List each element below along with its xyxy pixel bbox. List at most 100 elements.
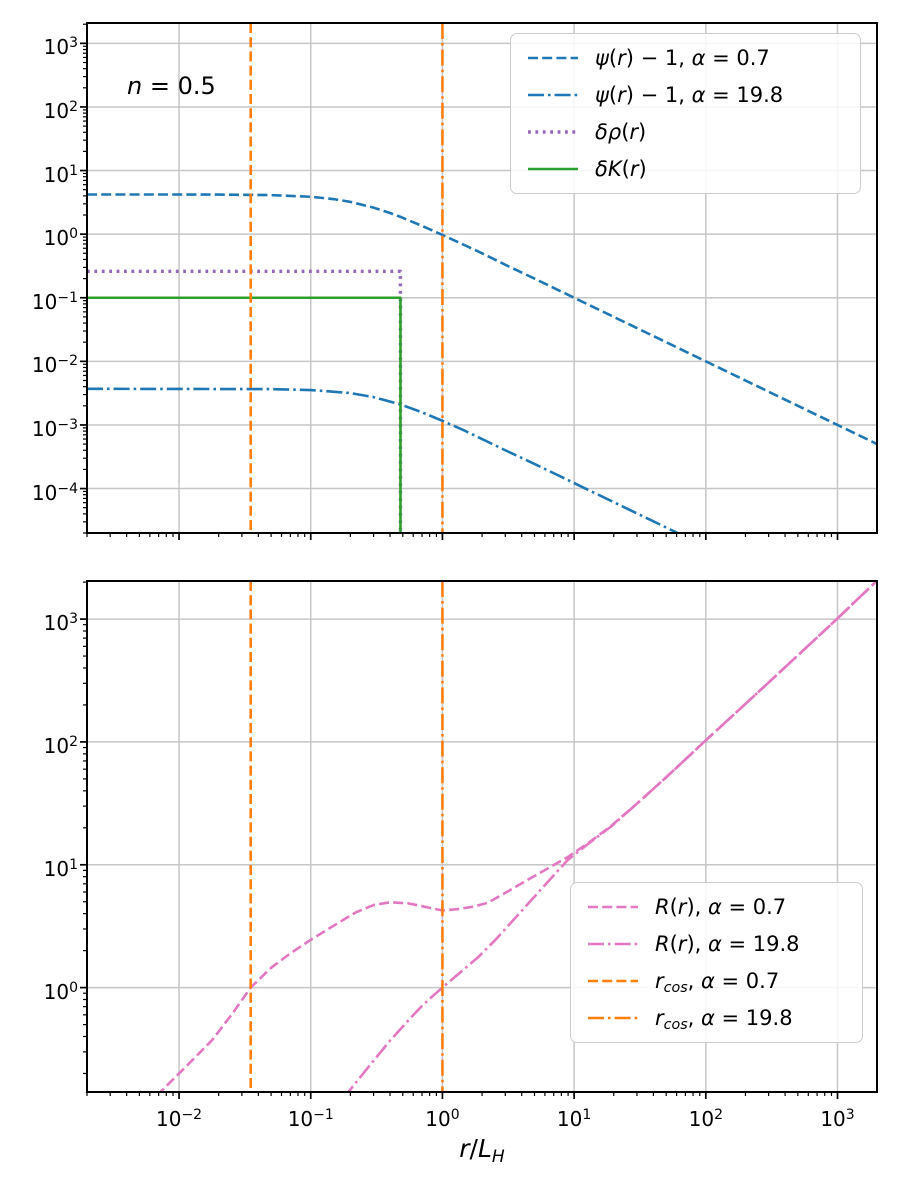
curves: [87, 193, 877, 533]
legend-label: ψ(r) − 1, α = 0.7: [595, 46, 770, 70]
top-y-tick-label: 10−2: [31, 353, 78, 378]
label-part: (: [621, 120, 630, 144]
legend-label: ψ(r) − 1, α = 19.8: [595, 83, 783, 107]
label-part: (: [669, 895, 678, 919]
label-part: = 0.7: [714, 969, 780, 993]
label-part: r: [459, 1134, 470, 1163]
legend-swatch-solid-line: [528, 167, 578, 171]
legend-label: R(r), α = 19.8: [655, 932, 800, 956]
label-part: H: [491, 1147, 505, 1168]
label-part: r: [677, 932, 687, 956]
top-y-tick-label: 10−1: [31, 289, 78, 314]
x-tick-label: 102: [688, 1107, 723, 1131]
top-y-tick-label: 101: [43, 162, 78, 187]
x-tick-label: 103: [820, 1107, 855, 1131]
legend-item: δK(r): [527, 157, 844, 181]
label-part: r: [677, 895, 687, 919]
label-part: (: [608, 46, 618, 70]
legend-item: ψ(r) − 1, α = 0.7: [527, 46, 844, 70]
gridlines: [87, 581, 877, 1092]
bottom-y-tick-label: 101: [43, 856, 78, 881]
x-tick-label: 100: [425, 1107, 460, 1131]
bottom-y-tick-label: 102: [43, 733, 78, 758]
label-part: r: [617, 83, 626, 107]
legend-label: δρ(r): [595, 120, 646, 144]
series-delta-rho-r-: [87, 269, 403, 533]
legend-swatch-dashed-line: [588, 979, 638, 983]
label-part: = 0.7: [705, 46, 770, 70]
x-tick-label: 10−1: [287, 1107, 334, 1131]
label-part: R: [655, 895, 670, 919]
tick-marks: [80, 581, 839, 1099]
legend-swatch-dashed-line: [588, 905, 638, 909]
annotation-n: n = 0.5: [127, 72, 216, 100]
label-part: r: [629, 157, 639, 181]
label-part: α: [691, 46, 706, 70]
label-part: cos: [663, 980, 688, 997]
label-part: r: [655, 1006, 664, 1030]
legend-item: δρ(r): [527, 120, 844, 144]
label-part: cos: [663, 1017, 688, 1034]
label-part: ) − 1,: [625, 83, 692, 107]
legend-item: R(r), α = 19.8: [587, 932, 846, 956]
panel-bottom: [80, 580, 878, 1099]
label-part: (: [608, 83, 618, 107]
top-panel-legend: ψ(r) − 1, α = 0.7 ψ(r) − 1, α = 19.8 δρ(r)…: [510, 33, 861, 194]
label-part: r: [655, 969, 664, 993]
top-y-tick-label: 103: [43, 35, 78, 60]
legend-item: ψ(r) − 1, α = 19.8: [527, 83, 844, 107]
legend-swatch-dashed-line: [528, 56, 578, 60]
label-part: ),: [686, 932, 708, 956]
label-part: α: [707, 932, 722, 956]
top-y-tick-label: 100: [43, 226, 78, 251]
label-part: ,: [687, 1006, 702, 1030]
label-part: ψ: [595, 83, 609, 107]
label-part: δK: [595, 157, 622, 181]
legend-label: rcos, α = 0.7: [655, 969, 780, 997]
label-part: α: [691, 83, 706, 107]
bottom-y-tick-label: 103: [43, 611, 78, 636]
label-part: = 0.7: [721, 895, 787, 919]
label-part: R: [655, 932, 670, 956]
series-psi-r-1-alpha-19.8: [87, 387, 681, 533]
label-part: ,: [687, 969, 702, 993]
top-y-tick-label: 10−4: [31, 480, 78, 505]
label-part: ) − 1,: [625, 46, 692, 70]
series-r-r-alpha-19.8: [346, 581, 877, 1092]
label-part: δρ: [595, 120, 622, 144]
label-part: (: [621, 157, 630, 181]
x-axis-label: r/LH: [400, 1134, 564, 1167]
top-y-tick-label: 102: [43, 98, 78, 123]
legend-item: rcos, α = 19.8: [587, 1006, 846, 1034]
legend-swatch-dotted-line: [528, 130, 578, 134]
legend-label: R(r), α = 0.7: [655, 895, 786, 919]
annotation-variable: n: [127, 72, 143, 100]
label-part: (: [669, 932, 678, 956]
label-part: = 19.8: [705, 83, 784, 107]
label-part: r: [629, 120, 639, 144]
annotation-value: = 0.5: [142, 72, 216, 100]
label-part: /: [469, 1134, 478, 1163]
label-part: α: [701, 969, 715, 993]
label-part: = 19.8: [714, 1006, 793, 1030]
tick-marks: [80, 23, 839, 540]
legend-item: rcos, α = 0.7: [587, 969, 846, 997]
series-delta-k-r-: [87, 296, 402, 533]
legend-swatch-dashdot-line: [528, 93, 578, 97]
label-part: = 19.8: [721, 932, 800, 956]
bottom-y-tick-label: 100: [43, 979, 78, 1004]
label-part: α: [707, 895, 722, 919]
curves: [158, 581, 877, 1092]
label-part: ): [638, 157, 647, 181]
legend-label: δK(r): [595, 157, 647, 181]
series-psi-r-1-alpha-0.7: [87, 193, 877, 446]
label-part: ψ: [595, 46, 609, 70]
series-r-r-alpha-0.7: [158, 581, 877, 1092]
legend-swatch-dashdot-line: [588, 1016, 638, 1020]
legend-label: rcos, α = 19.8: [655, 1006, 793, 1034]
top-y-tick-label: 10−3: [31, 416, 78, 441]
legend-item: R(r), α = 0.7: [587, 895, 846, 919]
label-part: ),: [686, 895, 708, 919]
x-tick-label: 101: [556, 1107, 592, 1131]
